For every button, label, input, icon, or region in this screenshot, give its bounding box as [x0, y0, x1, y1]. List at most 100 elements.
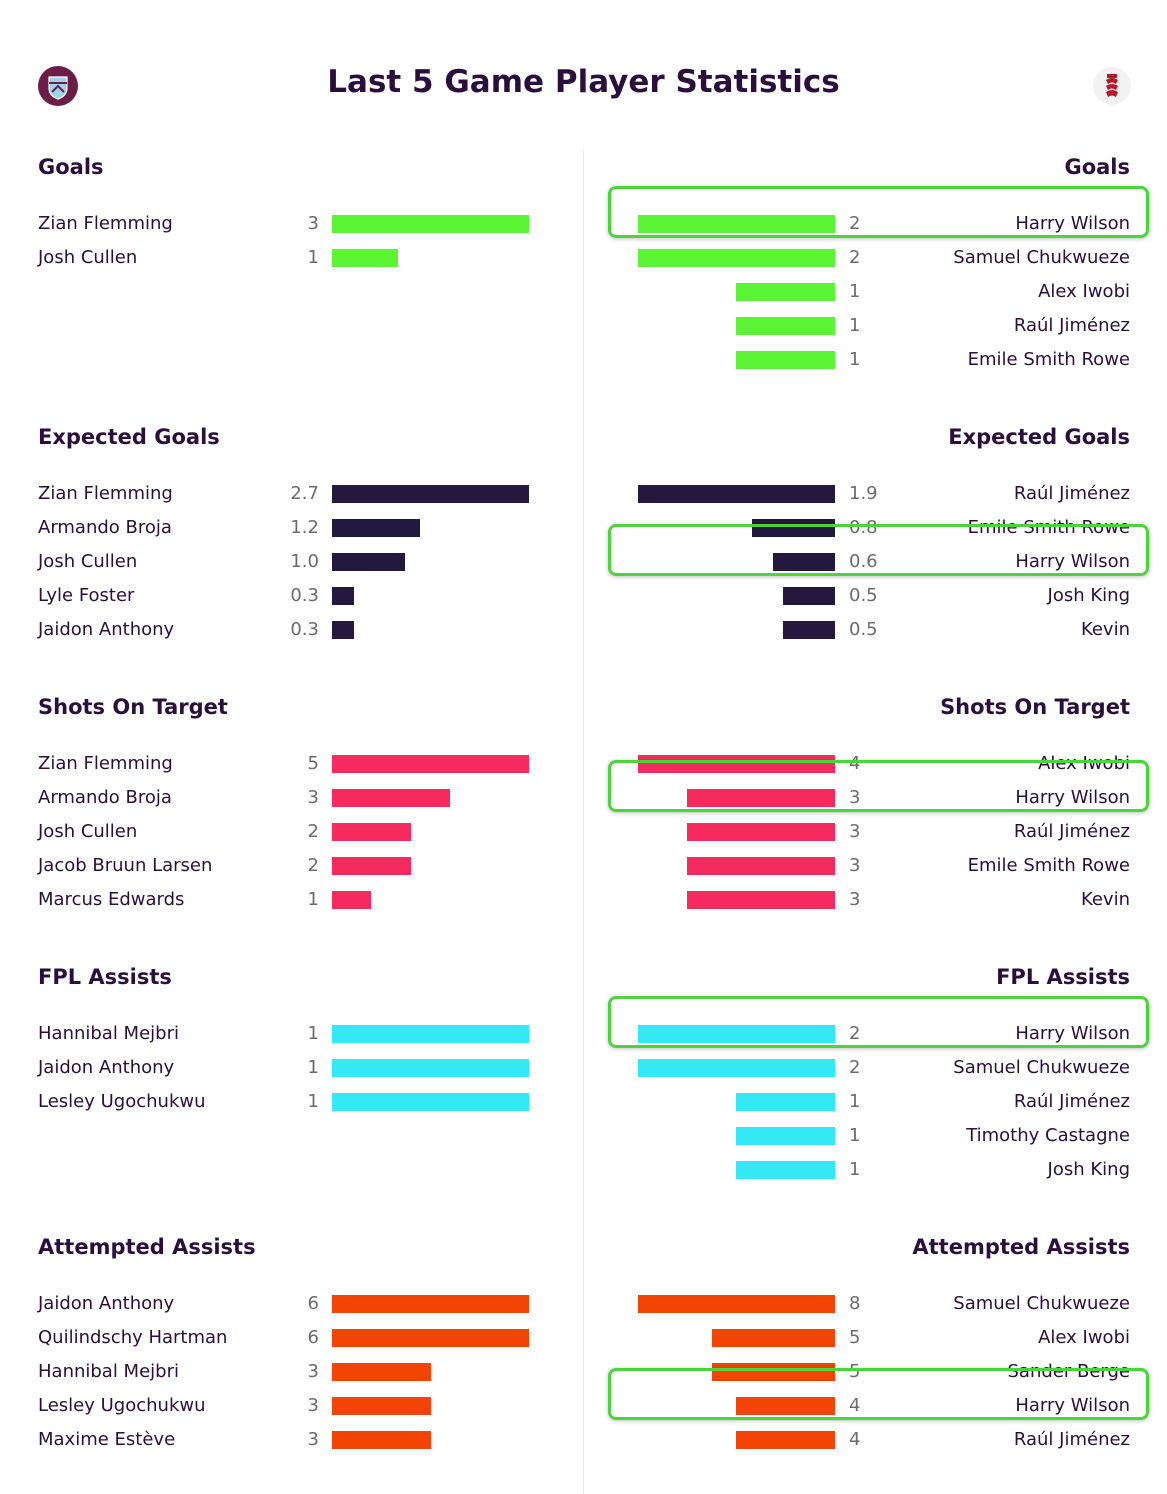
player-name[interactable]: Sander Berge: [1007, 1361, 1131, 1382]
burnley-crest-icon[interactable]: [38, 66, 78, 106]
player-name[interactable]: Alex Iwobi: [1038, 753, 1130, 774]
right-section-title: Attempted Assists: [912, 1235, 1130, 1259]
player-name[interactable]: Samuel Chukwueze: [953, 1293, 1130, 1314]
right-player-row[interactable]: Harry Wilson 2: [583, 212, 1167, 236]
left-player-row[interactable]: Armando Broja 3: [0, 786, 583, 810]
stat-bar: [332, 519, 420, 537]
player-name[interactable]: Armando Broja: [38, 787, 172, 808]
player-name[interactable]: Maxime Estève: [38, 1429, 176, 1450]
stat-value: 5: [849, 1327, 861, 1348]
player-name[interactable]: Zian Flemming: [38, 483, 173, 504]
right-player-row[interactable]: Emile Smith Rowe 0.8: [583, 516, 1167, 540]
player-name[interactable]: Raúl Jiménez: [1013, 315, 1130, 336]
player-name[interactable]: Josh King: [1047, 1159, 1130, 1180]
player-name[interactable]: Jaidon Anthony: [38, 1293, 175, 1314]
left-player-row[interactable]: Zian Flemming 5: [0, 752, 583, 776]
left-player-row[interactable]: Jaidon Anthony 6: [0, 1292, 583, 1316]
stat-value: 2: [849, 1023, 861, 1044]
player-name[interactable]: Armando Broja: [38, 517, 172, 538]
left-player-row[interactable]: Josh Cullen 1: [0, 246, 583, 270]
player-name[interactable]: Jaidon Anthony: [38, 1057, 175, 1078]
player-name[interactable]: Samuel Chukwueze: [953, 247, 1130, 268]
player-name[interactable]: Harry Wilson: [1015, 1023, 1130, 1044]
player-name[interactable]: Lesley Ugochukwu: [38, 1091, 206, 1112]
player-name[interactable]: Hannibal Mejbri: [38, 1023, 179, 1044]
player-name[interactable]: Josh Cullen: [38, 247, 138, 268]
stat-value: 6: [307, 1327, 319, 1348]
left-player-row[interactable]: Maxime Estève 3: [0, 1428, 583, 1452]
player-name[interactable]: Samuel Chukwueze: [953, 1057, 1130, 1078]
right-player-row[interactable]: Samuel Chukwueze 8: [583, 1292, 1167, 1316]
player-name[interactable]: Emile Smith Rowe: [967, 517, 1130, 538]
player-name[interactable]: Kevin: [1080, 889, 1130, 910]
right-player-row[interactable]: Emile Smith Rowe 3: [583, 854, 1167, 878]
left-player-row[interactable]: Armando Broja 1.2: [0, 516, 583, 540]
player-name[interactable]: Lyle Foster: [38, 585, 135, 606]
player-name[interactable]: Quilindschy Hartman: [38, 1327, 228, 1348]
player-name[interactable]: Josh Cullen: [38, 551, 138, 572]
right-player-row[interactable]: Harry Wilson 3: [583, 786, 1167, 810]
left-player-row[interactable]: Jacob Bruun Larsen 2: [0, 854, 583, 878]
player-name[interactable]: Josh Cullen: [38, 821, 138, 842]
right-player-row[interactable]: Sander Berge 5: [583, 1360, 1167, 1384]
player-name[interactable]: Raúl Jiménez: [1013, 1091, 1130, 1112]
player-name[interactable]: Josh King: [1047, 585, 1130, 606]
left-player-row[interactable]: Zian Flemming 2.7: [0, 482, 583, 506]
left-player-row[interactable]: Josh Cullen 1.0: [0, 550, 583, 574]
right-player-row[interactable]: Raúl Jiménez 4: [583, 1428, 1167, 1452]
player-name[interactable]: Raúl Jiménez: [1013, 483, 1130, 504]
player-name[interactable]: Emile Smith Rowe: [967, 349, 1130, 370]
player-name[interactable]: Harry Wilson: [1015, 787, 1130, 808]
left-player-row[interactable]: Lesley Ugochukwu 1: [0, 1090, 583, 1114]
right-player-row[interactable]: Raúl Jiménez 1.9: [583, 482, 1167, 506]
left-player-row[interactable]: Lyle Foster 0.3: [0, 584, 583, 608]
right-player-row[interactable]: Timothy Castagne 1: [583, 1124, 1167, 1148]
fulham-crest-icon[interactable]: [1092, 66, 1132, 106]
player-name[interactable]: Zian Flemming: [38, 213, 173, 234]
left-player-row[interactable]: Hannibal Mejbri 3: [0, 1360, 583, 1384]
right-player-row[interactable]: Emile Smith Rowe 1: [583, 348, 1167, 372]
stat-value: 0.3: [290, 619, 319, 640]
player-name[interactable]: Harry Wilson: [1015, 213, 1130, 234]
player-name[interactable]: Alex Iwobi: [1038, 1327, 1130, 1348]
player-name[interactable]: Zian Flemming: [38, 753, 173, 774]
left-player-row[interactable]: Marcus Edwards 1: [0, 888, 583, 912]
left-player-row[interactable]: Lesley Ugochukwu 3: [0, 1394, 583, 1418]
right-player-row[interactable]: Alex Iwobi 1: [583, 280, 1167, 304]
left-player-row[interactable]: Jaidon Anthony 0.3: [0, 618, 583, 642]
right-player-row[interactable]: Samuel Chukwueze 2: [583, 246, 1167, 270]
player-name[interactable]: Lesley Ugochukwu: [38, 1395, 206, 1416]
right-player-row[interactable]: Kevin 3: [583, 888, 1167, 912]
right-player-row[interactable]: Josh King 1: [583, 1158, 1167, 1182]
left-player-row[interactable]: Zian Flemming 3: [0, 212, 583, 236]
right-player-row[interactable]: Raúl Jiménez 1: [583, 314, 1167, 338]
right-player-row[interactable]: Raúl Jiménez 3: [583, 820, 1167, 844]
left-player-row[interactable]: Jaidon Anthony 1: [0, 1056, 583, 1080]
right-player-row[interactable]: Kevin 0.5: [583, 618, 1167, 642]
right-player-row[interactable]: Raúl Jiménez 1: [583, 1090, 1167, 1114]
left-section-title: Expected Goals: [38, 425, 220, 449]
player-name[interactable]: Jacob Bruun Larsen: [38, 855, 213, 876]
right-player-row[interactable]: Harry Wilson 0.6: [583, 550, 1167, 574]
player-name[interactable]: Marcus Edwards: [38, 889, 185, 910]
player-name[interactable]: Raúl Jiménez: [1013, 1429, 1130, 1450]
right-player-row[interactable]: Alex Iwobi 5: [583, 1326, 1167, 1350]
right-player-row[interactable]: Harry Wilson 2: [583, 1022, 1167, 1046]
player-name[interactable]: Hannibal Mejbri: [38, 1361, 179, 1382]
player-name[interactable]: Jaidon Anthony: [38, 619, 175, 640]
right-player-row[interactable]: Samuel Chukwueze 2: [583, 1056, 1167, 1080]
left-player-row[interactable]: Quilindschy Hartman 6: [0, 1326, 583, 1350]
right-player-row[interactable]: Josh King 0.5: [583, 584, 1167, 608]
player-name[interactable]: Kevin: [1080, 619, 1130, 640]
player-name[interactable]: Harry Wilson: [1015, 551, 1130, 572]
player-name[interactable]: Alex Iwobi: [1038, 281, 1130, 302]
right-player-row[interactable]: Harry Wilson 4: [583, 1394, 1167, 1418]
player-name[interactable]: Raúl Jiménez: [1013, 821, 1130, 842]
player-name[interactable]: Emile Smith Rowe: [967, 855, 1130, 876]
right-player-row[interactable]: Alex Iwobi 4: [583, 752, 1167, 776]
player-name[interactable]: Timothy Castagne: [966, 1125, 1130, 1146]
left-player-row[interactable]: Hannibal Mejbri 1: [0, 1022, 583, 1046]
left-player-row[interactable]: Josh Cullen 2: [0, 820, 583, 844]
player-name[interactable]: Harry Wilson: [1015, 1395, 1130, 1416]
highlight-box: [608, 760, 1149, 812]
